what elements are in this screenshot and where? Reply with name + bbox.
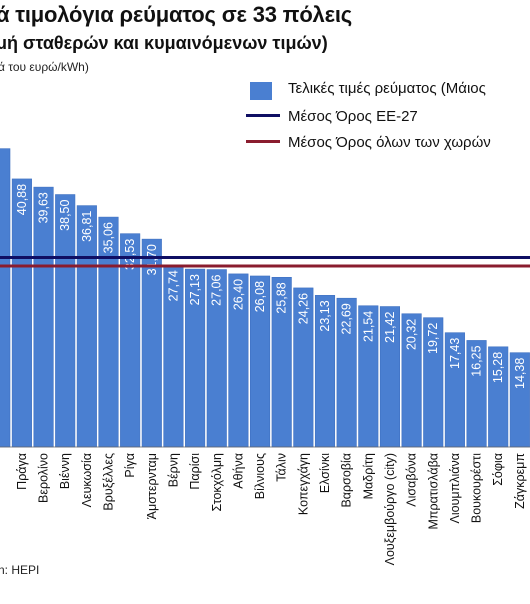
category-label: Λισαβόνα: [405, 453, 419, 507]
chart-title: ά τιμολόγια ρεύματος σε 33 πόλεις: [0, 2, 352, 27]
bar-value-label: 25,88: [275, 282, 289, 313]
bar-value-label: 27,06: [210, 275, 224, 306]
category-label: Άμστερνταμ: [145, 453, 159, 519]
category-label: Λιουμπλιάνα: [448, 453, 462, 523]
category-label: Μπρατισλάβα: [426, 453, 440, 530]
category-label: Ρίγα: [123, 453, 137, 478]
category-label: Βερολίνο: [37, 453, 51, 503]
category-label: Λουξεμβούργο (city): [383, 453, 397, 565]
category-label: Βαρσοβία: [340, 453, 354, 508]
category-label: Πράγα: [15, 453, 29, 490]
category-label: Λευκωσία: [80, 453, 94, 507]
legend-label-prices: Τελικές τιμές ρεύματος (Μάιος: [288, 80, 486, 97]
category-label: Βουκουρέστι: [470, 453, 484, 523]
bar-value-label: 27,74: [166, 270, 180, 301]
bar: [33, 186, 54, 448]
legend-label-eu-average: Μέσος Όρος ΕΕ-27: [288, 108, 418, 125]
bar-value-label: 32,53: [123, 239, 137, 270]
bar-value-label: 15,28: [491, 352, 505, 383]
category-label: Σόφια: [491, 453, 505, 486]
category-label: Μαδρίτη: [361, 453, 375, 499]
bar: [0, 148, 11, 448]
bar-value-label: 26,40: [231, 279, 245, 310]
bar-value-label: 21,42: [383, 311, 397, 342]
category-label: Βίλνιους: [253, 453, 267, 499]
bar-value-label: 23,13: [318, 300, 332, 331]
bar-value-label: 20,32: [405, 319, 419, 350]
bar-value-label: 27,13: [188, 274, 202, 305]
category-label: Ελσίνκι: [318, 453, 332, 493]
category-label: Βέρνη: [166, 453, 180, 487]
bar-value-label: 21,54: [361, 311, 375, 342]
bar-value-label: 17,43: [448, 338, 462, 369]
category-label: Ζάγκρεμπ: [513, 453, 527, 509]
bar-value-label: 36,81: [80, 211, 94, 242]
unit-label: ά του ευρώ/kWh): [0, 60, 89, 74]
legend-swatch-all-line: [246, 140, 280, 143]
bar-value-label: 39,63: [37, 192, 51, 223]
bar: [11, 178, 32, 448]
category-label: Βρυξέλλες: [102, 453, 116, 511]
bar-value-label: 26,08: [253, 281, 267, 312]
bar-value-label: 19,72: [426, 323, 440, 354]
category-label: Βιέννη: [58, 453, 72, 489]
category-label: Στοκχόλμη: [210, 453, 224, 511]
bar-value-label: 14,38: [513, 358, 527, 389]
bar-value-label: 24,26: [296, 293, 310, 324]
legend-label-all-average: Μέσος Όρος όλων των χωρών: [288, 134, 491, 151]
source-note: n: HEPI: [0, 563, 40, 577]
bar: [55, 194, 76, 448]
chart-subtitle: μή σταθερών και κυμαινόμενων τιμών): [0, 33, 328, 53]
bar-value-label: 40,88: [15, 184, 29, 215]
category-label: Τάλιν: [275, 453, 289, 482]
category-label: Κοπεγχάγη: [296, 453, 310, 515]
bar-value-label: 16,25: [470, 345, 484, 376]
bar-value-label: 22,69: [340, 303, 354, 334]
bar-value-label: 38,50: [58, 199, 72, 230]
bar-value-label: 35,06: [102, 222, 116, 253]
legend-swatch-bar: [250, 82, 272, 100]
legend-swatch-eu-line: [246, 114, 280, 117]
category-label: Αθήνα: [231, 453, 245, 489]
bar-value-label: 31,70: [145, 244, 159, 275]
category-label: Παρίσι: [188, 453, 202, 490]
